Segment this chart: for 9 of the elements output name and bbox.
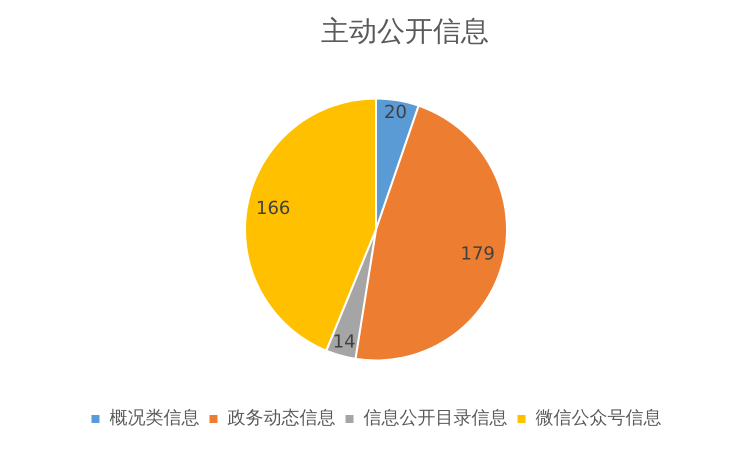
data-label: 14 (332, 332, 356, 353)
data-label: 179 (460, 244, 495, 265)
chart-title: 主动公开信息 (321, 14, 489, 48)
legend-label: 政务动态信息 (228, 408, 336, 429)
legend-label: 信息公开目录信息 (364, 408, 508, 429)
legend-label: 微信公众号信息 (536, 408, 662, 429)
legend-label: 概况类信息 (110, 408, 200, 429)
data-label: 20 (384, 102, 407, 123)
data-label: 166 (256, 198, 290, 219)
